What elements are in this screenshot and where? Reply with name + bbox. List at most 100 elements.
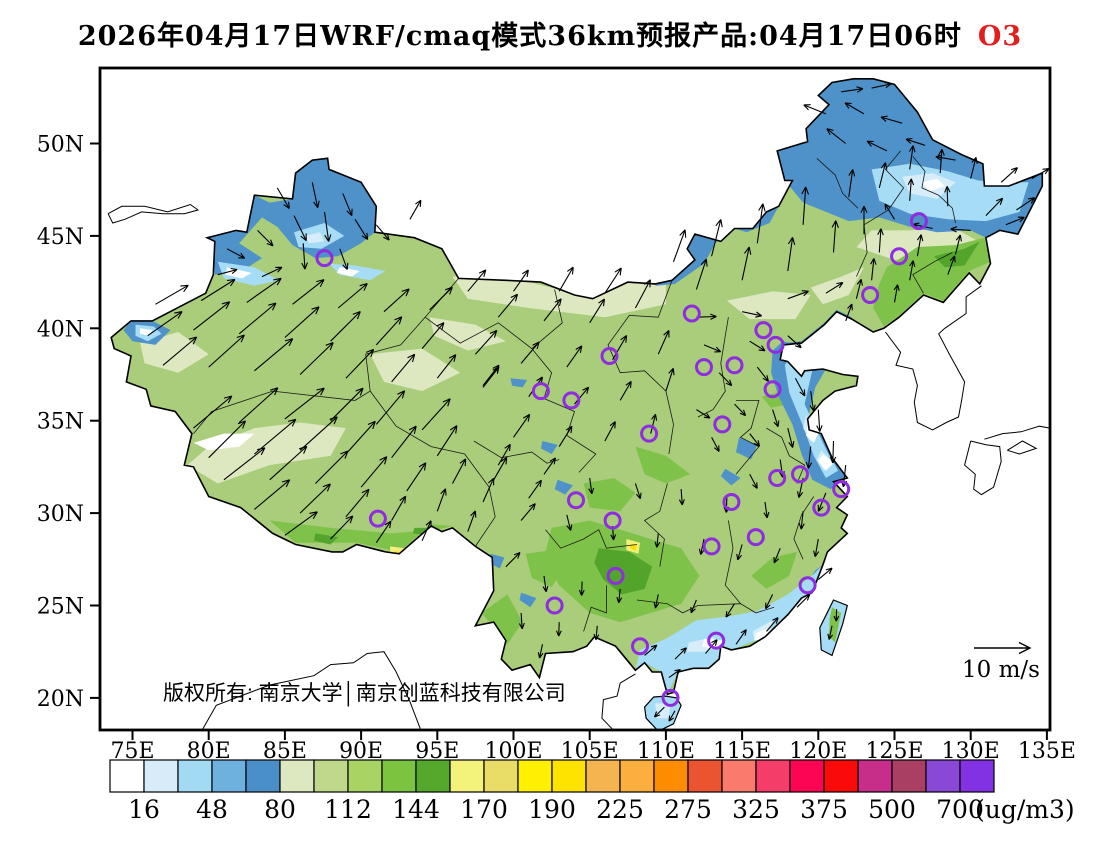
colorbar-value: 170 (460, 795, 508, 824)
wind-arrow (765, 594, 774, 610)
region-green (525, 550, 567, 587)
station-marker (562, 391, 581, 410)
station-marker (702, 537, 721, 556)
station-marker (631, 637, 649, 656)
colorbar-cell (891, 759, 927, 793)
colorbar-value: 112 (324, 795, 372, 824)
wind-arrow (513, 269, 529, 292)
foreign-coastline (1007, 440, 1038, 455)
wind-arrow (339, 248, 349, 270)
wind-arrow (908, 145, 916, 170)
wind-arrow (718, 372, 733, 387)
wind-arrow (342, 193, 353, 217)
region-green (751, 551, 797, 589)
station-marker (909, 212, 928, 231)
colorbar-cell (483, 759, 519, 793)
wind-arrow (254, 479, 291, 510)
wind-arrow (1016, 197, 1036, 211)
province-border (607, 280, 674, 455)
region-lblue (784, 354, 839, 478)
taiwan-outline (819, 599, 849, 657)
wind-arrow (330, 515, 354, 540)
colorbar-cell (925, 759, 961, 793)
wind-arrow (482, 366, 500, 388)
wind-arrow (518, 612, 525, 630)
province-border (583, 585, 607, 632)
wind-arrow (467, 510, 477, 532)
region-pale (187, 422, 346, 484)
wind-arrow (734, 403, 747, 417)
colorbar-cell (653, 759, 689, 793)
wind-arrow (257, 230, 274, 247)
wind-arrow (345, 348, 375, 379)
wind-arrow (226, 248, 246, 259)
region-pblue (304, 232, 325, 244)
wind-arrow (429, 286, 453, 311)
wind-arrow (970, 156, 978, 179)
wind-arrow (147, 311, 183, 337)
province-border (766, 427, 806, 484)
wind-arrow (436, 425, 458, 457)
wind-arrow (299, 341, 334, 375)
station-marker (695, 358, 713, 377)
wind-arrow (421, 322, 445, 349)
wind-arrow (375, 390, 406, 425)
wind-arrow (301, 243, 308, 270)
colorbar-value: 190 (528, 795, 576, 824)
wind-arrow (711, 219, 723, 257)
china-outline (110, 78, 1044, 696)
station-marker (798, 576, 817, 595)
wind-arrow (787, 290, 809, 300)
station-marker (746, 528, 765, 547)
wind-arrow (796, 594, 811, 608)
region-lblue (635, 564, 823, 695)
wind-arrow (292, 279, 325, 305)
lon-tick-label: 135E (1018, 739, 1076, 764)
station-marker (600, 347, 619, 365)
wind-arrow (155, 284, 189, 305)
colorbar-cell (517, 759, 553, 793)
wind-arrow (654, 533, 661, 548)
wind-arrow (826, 128, 847, 144)
wind-arrow (690, 599, 697, 614)
wind-arrow (844, 102, 865, 115)
wind-arrow (665, 367, 675, 392)
colorbar-value: 500 (868, 795, 916, 824)
wind-arrow (537, 644, 544, 659)
wind-arrow (766, 617, 779, 632)
province-border (912, 252, 953, 294)
region-lblue (783, 346, 800, 358)
wind-arrow (261, 266, 283, 278)
wind-arrow (805, 446, 813, 469)
wind-arrow (916, 234, 924, 257)
wind-arrow (905, 137, 926, 146)
wind-arrow (467, 269, 487, 292)
province-border (545, 529, 637, 549)
colorbar-value: 16 (128, 795, 160, 824)
wind-arrow (944, 186, 951, 207)
wind-arrow (749, 340, 766, 352)
station-marker (713, 415, 732, 434)
lat-tick-label: 30N (37, 502, 84, 527)
colorbar-value: 48 (196, 795, 228, 824)
lat-tick-label: 25N (37, 595, 84, 620)
station-marker (722, 493, 741, 511)
foreign-coastline (202, 651, 421, 730)
pollutant-label: O3 (977, 21, 1023, 52)
foreign-coastline (884, 285, 982, 431)
colorbar-cell (755, 759, 791, 793)
foreign-coastline (601, 673, 636, 730)
wind-arrow (375, 520, 392, 544)
foreign-coastline (984, 425, 1050, 440)
wind-arrow (193, 301, 231, 331)
wind-arrow (345, 420, 376, 455)
region-blue (554, 479, 573, 495)
wind-arrow (827, 625, 834, 640)
wind-arrow (311, 182, 320, 209)
station-marker (861, 286, 880, 304)
province-border (816, 158, 859, 209)
wind-arrow (497, 293, 519, 318)
wind-arrow (558, 425, 573, 447)
wind-arrow (391, 353, 416, 383)
